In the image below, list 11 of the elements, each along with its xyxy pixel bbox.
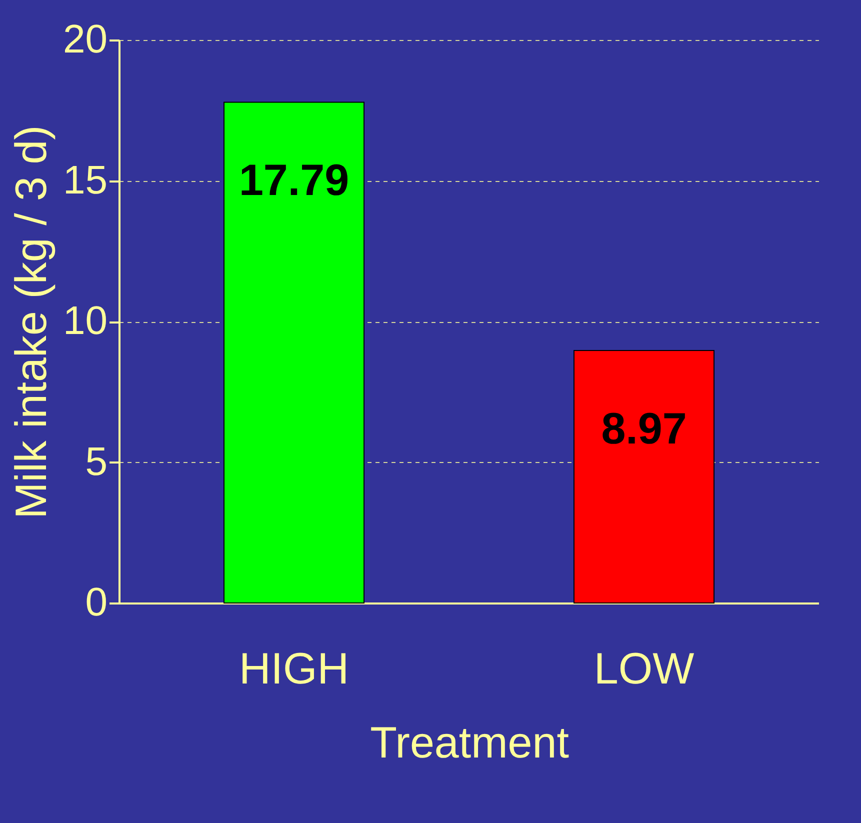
x-tick-label: LOW (594, 644, 695, 694)
y-tick-label: 15 (63, 158, 108, 202)
y-axis-title: Milk intake (kg / 3 d) (7, 125, 56, 519)
y-tick-label: 20 (63, 18, 108, 62)
data-label: 8.97 (601, 404, 687, 454)
x-axis-title: Treatment (370, 718, 569, 768)
y-tick-label: 5 (85, 440, 108, 484)
x-tick-label: HIGH (239, 644, 349, 694)
y-tick-label: 0 (85, 580, 108, 624)
data-label: 17.79 (238, 156, 350, 206)
y-tick-label: 10 (63, 299, 108, 343)
